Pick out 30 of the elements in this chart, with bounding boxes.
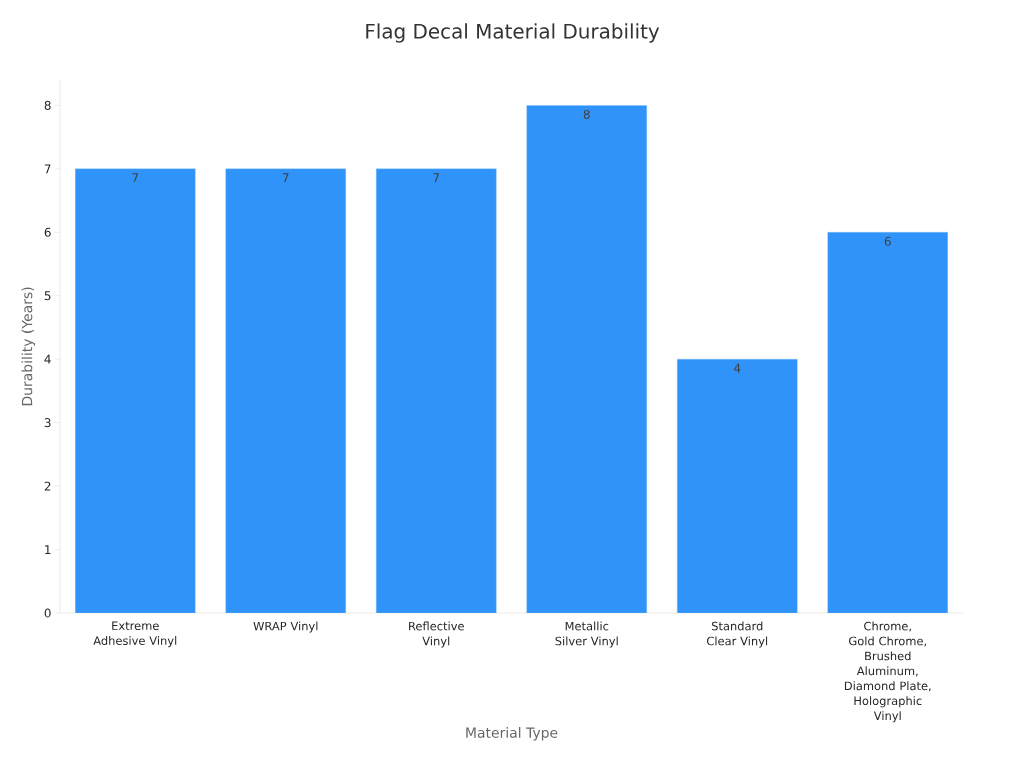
y-tick-label: 3 (44, 418, 51, 428)
y-tick-label: 4 (44, 354, 51, 364)
data-label: 4 (734, 363, 741, 373)
y-tick-label: 7 (44, 164, 51, 174)
x-tick-label: Metallic Silver Vinyl (555, 621, 618, 648)
data-label: 8 (583, 109, 590, 119)
y-tick-label: 5 (44, 291, 51, 301)
bar (376, 168, 497, 613)
y-tick-label: 2 (44, 481, 51, 491)
x-tick-label: Chrome, Gold Chrome, Brushed Aluminum, Diamond Plate, Holographic Vinyl (844, 621, 931, 723)
x-axis-title: Material Type (466, 727, 558, 741)
bar (225, 168, 346, 613)
bar (526, 105, 647, 613)
y-axis-title: Durability (Years) (21, 287, 36, 406)
y-tick-label: 1 (45, 545, 51, 554)
x-tick-label: WRAP Vinyl (253, 621, 318, 633)
y-tick-label: 8 (44, 100, 51, 110)
chart-title: Flag Decal Material Durability (366, 23, 660, 43)
y-tick-label: 6 (44, 227, 51, 237)
y-tick-label: 0 (44, 608, 51, 618)
data-label: 7 (282, 173, 289, 183)
data-label: 7 (433, 173, 440, 183)
bar (677, 358, 798, 613)
x-tick-label: Reflective Vinyl (409, 621, 464, 648)
x-tick-label: Standard Clear Vinyl (707, 621, 768, 648)
bar (827, 232, 948, 613)
x-tick-label: Extreme Adhesive Vinyl (93, 621, 177, 648)
data-label: 7 (132, 173, 139, 183)
bar (75, 168, 196, 613)
data-label: 6 (884, 236, 891, 246)
